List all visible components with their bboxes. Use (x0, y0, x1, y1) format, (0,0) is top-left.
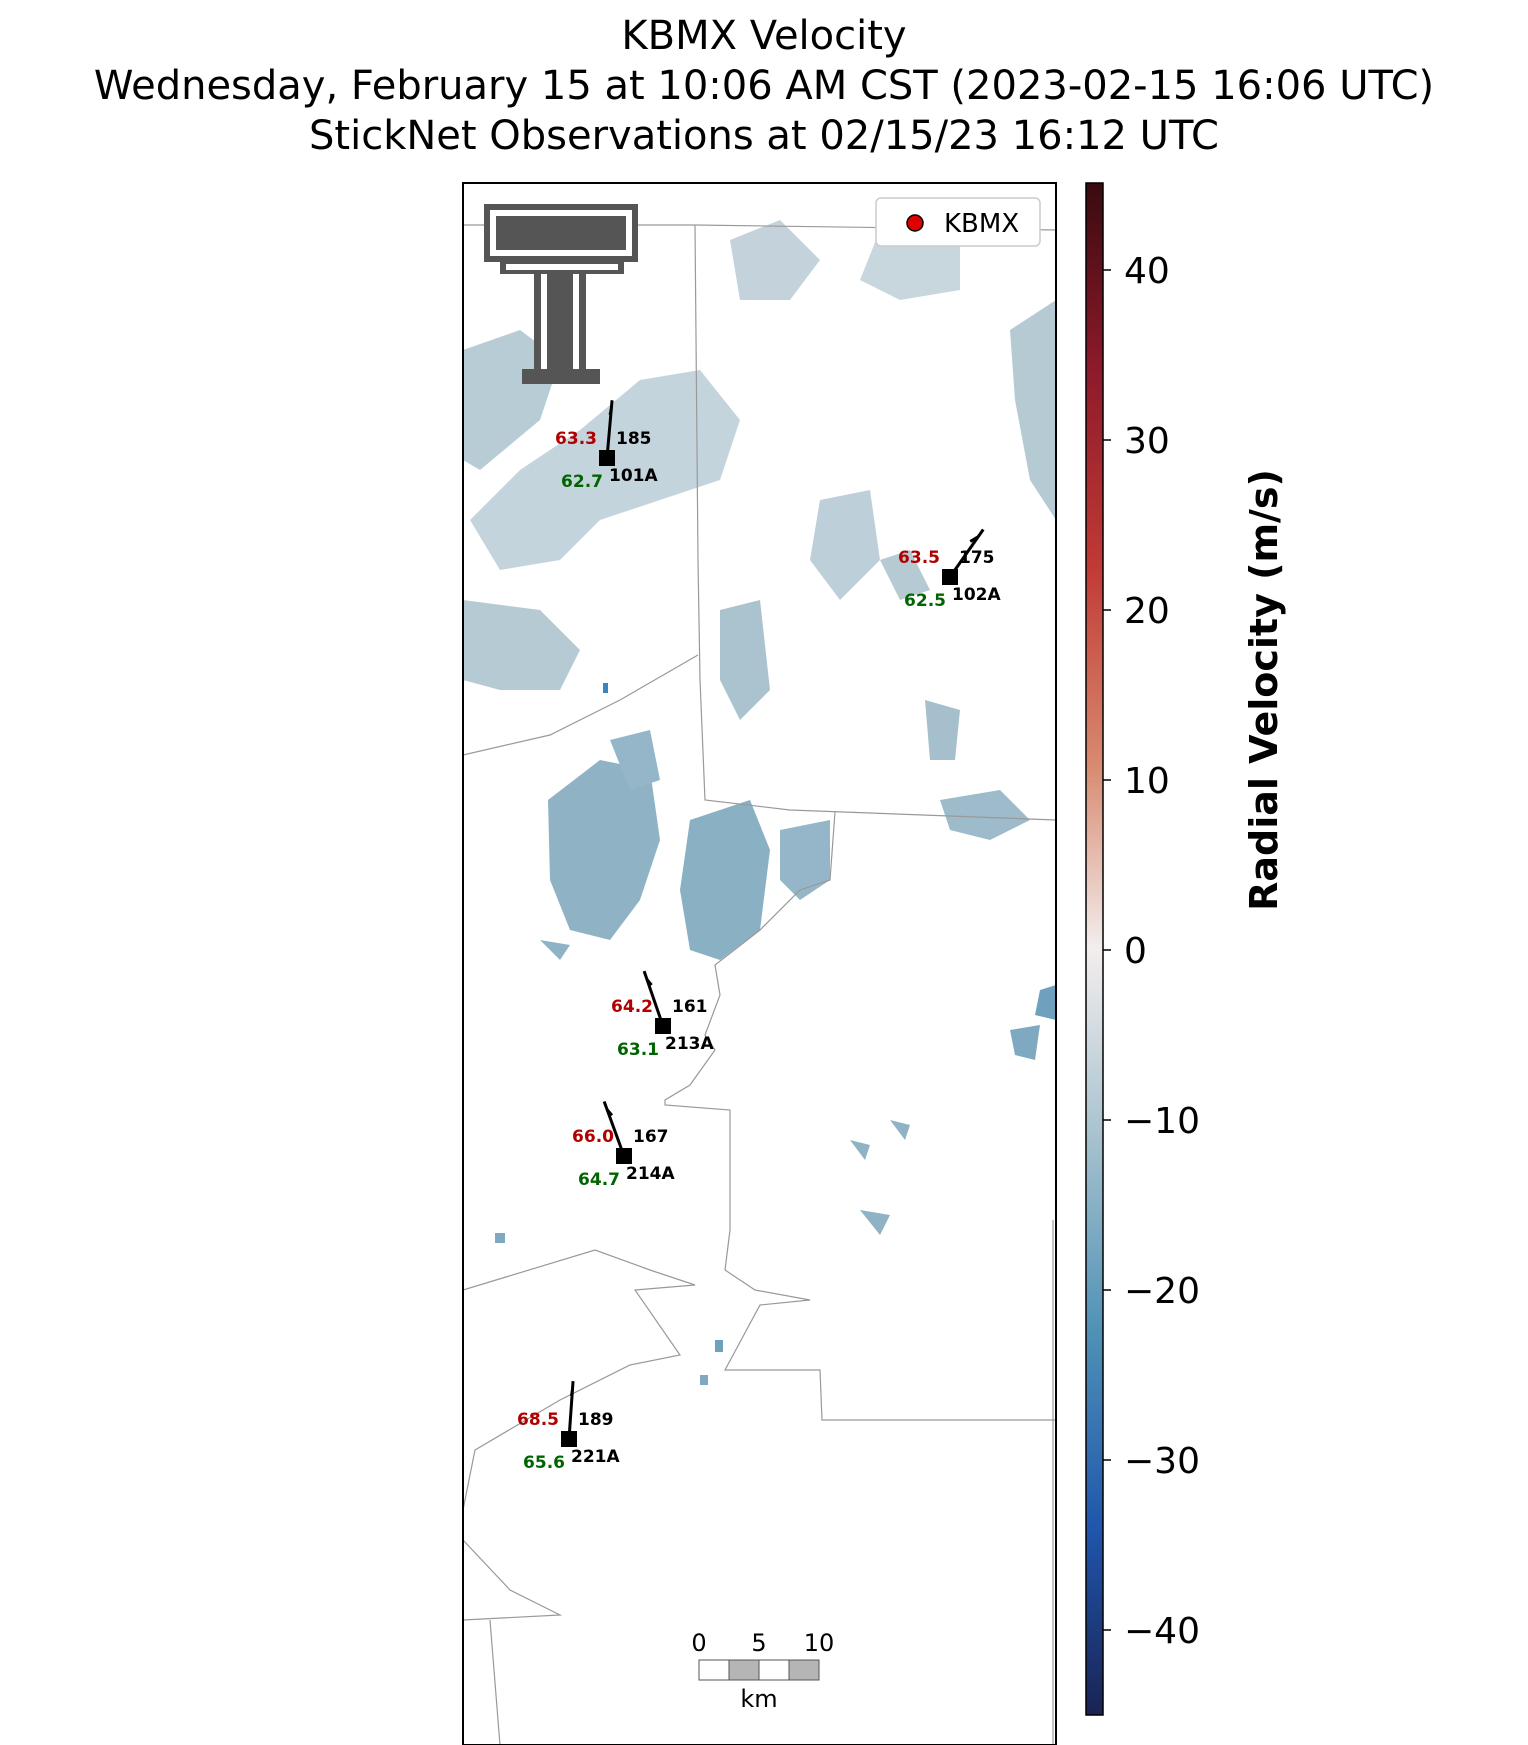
station-temperature: 64.2 (611, 997, 653, 1017)
station-wind-direction: 161 (672, 997, 708, 1017)
scale-label-0: 0 (691, 1629, 706, 1657)
kbmx-marker-icon (906, 214, 924, 232)
wind-barb-feather (645, 978, 653, 986)
title-radar: KBMX Velocity (621, 13, 907, 59)
colorbar-tick-label: −40 (1124, 1611, 1200, 1652)
station-temperature: 68.5 (517, 1410, 559, 1430)
radar-echoes-strong (495, 683, 1056, 1385)
scale-label-5: 5 (751, 1629, 766, 1657)
title-datetime: Wednesday, February 15 at 10:06 AM CST (… (93, 63, 1435, 109)
station-id: 214A (626, 1164, 675, 1184)
colorbar-tick-label: 40 (1124, 251, 1170, 292)
station-id: 221A (571, 1447, 620, 1467)
station-101A: 63.3 185 62.7 101A (555, 400, 658, 492)
colorbar: 40 30 20 10 0 −10 −20 −30 −40 Radial Velocity (m… (1085, 182, 1286, 1716)
station-id: 101A (609, 466, 658, 486)
station-wind-direction: 189 (578, 1410, 614, 1430)
map-frame (462, 182, 1057, 1745)
station-wind-direction: 175 (959, 548, 995, 568)
scale-unit: km (740, 1685, 777, 1713)
station-221A: 68.5 189 65.6 221A (517, 1381, 620, 1473)
station-dewpoint: 64.7 (578, 1170, 620, 1190)
station-dewpoint: 65.6 (523, 1453, 565, 1473)
county-borders (463, 224, 1056, 1745)
station-213A: 64.2 161 63.1 213A (611, 970, 714, 1060)
scale-bar: 0 5 10 km (691, 1629, 834, 1713)
scale-label-10: 10 (804, 1629, 835, 1657)
logo-icon (484, 204, 638, 384)
station-wind-direction: 185 (616, 429, 652, 449)
colorbar-title: Radial Velocity (m/s) (1242, 469, 1286, 911)
colorbar-tick-label: 0 (1124, 931, 1147, 972)
colorbar-tick-label: 10 (1124, 761, 1170, 802)
map-area[interactable] (463, 183, 1056, 1745)
title-observations: StickNet Observations at 02/15/23 16:12 … (309, 113, 1219, 159)
station-wind-direction: 167 (633, 1127, 669, 1147)
colorbar-tick-label: 20 (1124, 591, 1170, 632)
colorbar-tick-label: −20 (1124, 1271, 1200, 1312)
station-temperature: 66.0 (572, 1127, 614, 1147)
station-temperature: 63.5 (898, 548, 940, 568)
colorbar-tick-label: 30 (1124, 421, 1170, 462)
station-plots: 63.3 185 62.7 101A 63.5 175 62.5 102A 64.2 161 63.… (517, 400, 1001, 1473)
wind-barb-feather (969, 535, 980, 543)
wind-barb-feather (608, 408, 613, 416)
station-102A: 63.5 175 62.5 102A (898, 528, 1001, 611)
legend-label: KBMX (944, 209, 1019, 239)
colorbar-tick-label: −10 (1124, 1101, 1200, 1142)
radar-echoes (463, 215, 1056, 840)
station-temperature: 63.3 (555, 429, 597, 449)
station-dewpoint: 63.1 (617, 1040, 659, 1060)
station-dewpoint: 62.7 (561, 472, 603, 492)
wind-barb-feather (605, 1108, 614, 1117)
wind-barb-feather (569, 1389, 574, 1397)
station-dewpoint: 62.5 (904, 591, 946, 611)
colorbar-tick-label: −30 (1124, 1441, 1200, 1482)
legend: KBMX (875, 197, 1041, 247)
station-id: 102A (952, 585, 1001, 605)
station-id: 213A (665, 1034, 714, 1054)
station-214A: 66.0 167 64.7 214A (572, 1100, 675, 1190)
